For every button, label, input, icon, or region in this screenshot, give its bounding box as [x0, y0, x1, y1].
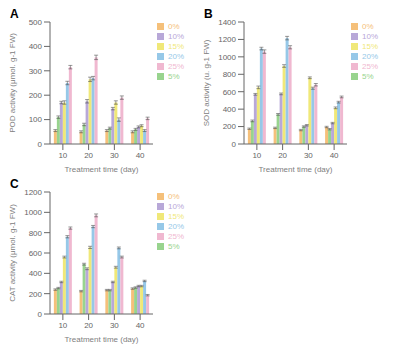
svg-text:1400: 1400 — [218, 18, 236, 27]
svg-text:10: 10 — [58, 151, 67, 160]
html-text:25%: 25% — [362, 62, 378, 71]
html-text:C: C — [10, 177, 19, 191]
svg-text:1000: 1000 — [218, 53, 236, 62]
html-text:10%: 10% — [168, 202, 184, 211]
svg-text:200: 200 — [223, 122, 237, 131]
svg-text:CAT activity (μmol. g-1 FW): CAT activity (μmol. g-1 FW) — [8, 204, 17, 302]
html-text:15%: 15% — [168, 212, 184, 221]
svg-text:SOD activity (u. g-1 FW): SOD activity (u. g-1 FW) — [202, 39, 211, 126]
html-text:B: B — [204, 7, 213, 21]
svg-text:20: 20 — [84, 321, 93, 330]
svg-text:400: 400 — [223, 105, 237, 114]
html-text:0%: 0% — [168, 192, 180, 201]
svg-text:40: 40 — [136, 151, 145, 160]
html-text:10%: 10% — [168, 32, 184, 41]
svg-text:600: 600 — [223, 88, 237, 97]
html-text:0%: 0% — [362, 22, 374, 31]
html-text:A: A — [10, 7, 19, 21]
svg-text:Treatment time (day): Treatment time (day) — [65, 165, 139, 174]
svg-text:800: 800 — [29, 229, 43, 238]
html-text:0%: 0% — [168, 22, 180, 31]
svg-text:200: 200 — [29, 290, 43, 299]
html-text:15%: 15% — [362, 42, 378, 51]
svg-text:1200: 1200 — [24, 188, 42, 197]
html-text:15%: 15% — [168, 42, 184, 51]
svg-text:800: 800 — [223, 70, 237, 79]
svg-text:600: 600 — [29, 249, 43, 258]
svg-text:20: 20 — [278, 151, 287, 160]
html-text:20%: 20% — [168, 222, 184, 231]
svg-text:30: 30 — [304, 151, 313, 160]
html-text:5%: 5% — [362, 72, 374, 81]
svg-text:0: 0 — [232, 140, 237, 149]
html-text:5%: 5% — [168, 72, 180, 81]
svg-text:200: 200 — [29, 91, 43, 100]
svg-text:20: 20 — [84, 151, 93, 160]
svg-text:0: 0 — [38, 310, 43, 319]
svg-text:POD activity (μmol. g-1 FW): POD activity (μmol. g-1 FW) — [8, 33, 17, 133]
html-text:25%: 25% — [168, 62, 184, 71]
html-text:25%: 25% — [168, 232, 184, 241]
svg-text:Treatment time (day): Treatment time (day) — [65, 335, 139, 344]
svg-text:1000: 1000 — [24, 208, 42, 217]
svg-text:400: 400 — [29, 42, 43, 51]
svg-text:500: 500 — [29, 18, 43, 27]
svg-text:100: 100 — [29, 115, 43, 124]
svg-text:300: 300 — [29, 67, 43, 76]
svg-text:10: 10 — [58, 321, 67, 330]
svg-text:Treatment time (day): Treatment time (day) — [259, 165, 333, 174]
svg-text:30: 30 — [110, 151, 119, 160]
html-text:20%: 20% — [362, 52, 378, 61]
svg-text:400: 400 — [29, 269, 43, 278]
svg-text:1200: 1200 — [218, 35, 236, 44]
html-text:20%: 20% — [168, 52, 184, 61]
svg-text:0: 0 — [38, 140, 43, 149]
html-text:10%: 10% — [362, 32, 378, 41]
html-text:5%: 5% — [168, 242, 180, 251]
svg-text:10: 10 — [252, 151, 261, 160]
svg-text:40: 40 — [330, 151, 339, 160]
svg-text:30: 30 — [110, 321, 119, 330]
svg-text:40: 40 — [136, 321, 145, 330]
